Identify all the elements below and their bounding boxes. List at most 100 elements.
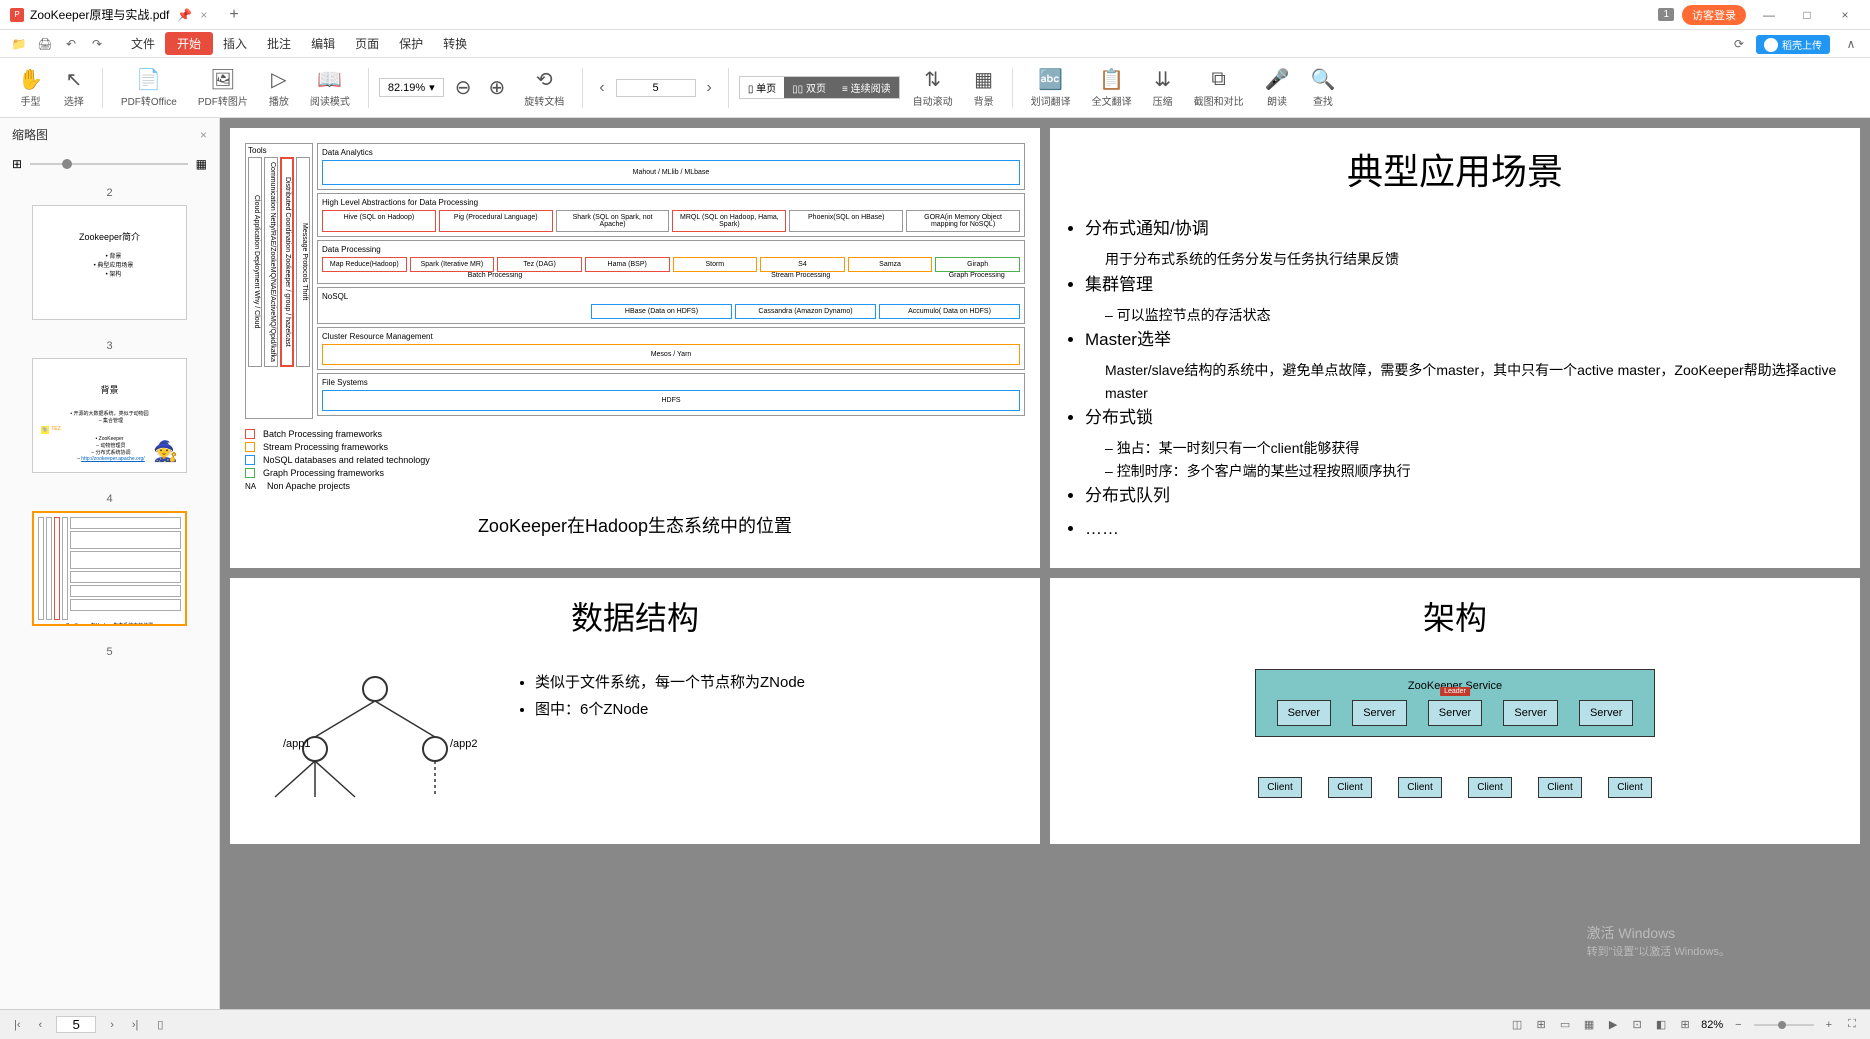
play-tool[interactable]: ▷ 播放 [261,67,297,108]
divider [1012,68,1013,108]
compress-icon: ⇊ [1154,67,1171,91]
thumbnail[interactable]: 背景 • 开源的大数据系统，类似于动物园 – 集合管理 🐘TEZ • ZooKe… [32,358,187,473]
word-translate-tool[interactable]: 🔤 划词翻译 [1023,67,1079,108]
next-page-icon[interactable]: › [106,1019,118,1031]
menu-protect[interactable]: 保护 [389,35,433,52]
menu-insert[interactable]: 插入 [213,35,257,52]
bookmark-icon[interactable]: ▯ [152,1017,168,1033]
double-page-btn[interactable]: ▯▯ 双页 [784,77,834,98]
fit-icon[interactable]: ⛶ [1844,1017,1860,1033]
minimize-icon[interactable]: — [1754,8,1784,22]
read-aloud-tool[interactable]: 🎤 朗读 [1257,67,1298,108]
read-mode-tool[interactable]: 📖 阅读模式 [302,67,358,108]
page-number-input[interactable] [616,79,696,97]
diag-box: Giraph [935,257,1020,272]
status-view-icon[interactable]: ▦ [1581,1017,1597,1033]
divider [102,68,103,108]
diag-box: MRQL (SQL on Hadoop, Hama, Spark) [672,210,786,232]
svg-text:/app2: /app2 [450,738,478,750]
zoom-in-icon[interactable]: + [1822,1019,1836,1031]
notification-badge[interactable]: 1 [1658,8,1674,21]
diag-box: GORA(in Memory Object mapping for NoSQL) [906,210,1020,232]
single-page-btn[interactable]: ▯ 单页 [740,77,784,98]
continuous-btn[interactable]: ≡ 连续阅读 [834,77,899,98]
folder-icon[interactable]: 📁 [10,35,28,53]
thumb-item[interactable]: 2 Zookeeper简介 • 背景• 典型应用场景• 架构 [10,187,209,320]
menu-file[interactable]: 文件 [121,35,165,52]
diag-box: Mesos / Yarn [322,344,1020,365]
close-sidebar-icon[interactable]: × [200,128,207,142]
thumb-size-slider[interactable] [30,163,188,165]
svg-text:/app1: /app1 [283,738,311,750]
status-view-icon[interactable]: ▭ [1557,1017,1573,1033]
thumbnail-selected[interactable]: ZooKeeper在Hadoop生态系统中的位置 [32,511,187,626]
diag-box: Shark (SQL on Spark, not Apache) [556,210,670,232]
menu-edit[interactable]: 编辑 [301,35,345,52]
next-page-icon[interactable]: › [701,79,718,97]
view-mode-toggle: ▯ 单页 ▯▯ 双页 ≡ 连续阅读 [739,76,900,99]
slider-thumb[interactable] [62,159,72,169]
zoom-out-icon[interactable]: ⊖ [449,76,478,100]
search-tool[interactable]: 🔍 查找 [1302,67,1343,108]
close-tab-icon[interactable]: × [200,8,207,22]
diag-box: Samza [848,257,933,272]
maximize-icon[interactable]: □ [1792,8,1822,22]
thumb-item[interactable]: 3 背景 • 开源的大数据系统，类似于动物园 – 集合管理 🐘TEZ • Zoo… [10,340,209,473]
page-viewport[interactable]: ✎ Tools Cloud Application Deployment Why… [220,118,1870,1009]
pin-icon[interactable]: 📌 [177,8,192,22]
grid-icon[interactable]: ⊞ [12,157,22,171]
background-tool[interactable]: ▦ 背景 [966,67,1002,108]
menu-start[interactable]: 开始 [165,32,213,55]
auto-scroll-tool[interactable]: ⇅ 自动滚动 [905,67,961,108]
page-caption: ZooKeeper在Hadoop生态系统中的位置 [478,512,792,538]
close-window-icon[interactable]: × [1830,8,1860,22]
last-page-icon[interactable]: ›| [128,1019,143,1031]
zoom-in-icon[interactable]: ⊕ [482,76,511,100]
status-view-icon[interactable]: ◫ [1509,1017,1525,1033]
rotate-tool[interactable]: ⟲ 旋转文档 [516,67,572,108]
diag-section: File SystemsHDFS [317,373,1025,416]
print-icon[interactable]: 🖨 [36,35,54,53]
diag-box: Hama (BSP) [585,257,670,272]
menu-page[interactable]: 页面 [345,35,389,52]
status-view-icon[interactable]: ▶ [1605,1017,1621,1033]
vert-col: Cloud Application Deployment Why / Cloud [248,157,262,367]
collapse-icon[interactable]: ∧ [1842,35,1860,53]
scenario-item: 分布式队列 [1085,482,1845,509]
upload-badge[interactable]: 稻壳上传 [1756,35,1830,54]
status-page-input[interactable] [56,1016,96,1033]
zoom-input[interactable]: 82.19% ▾ [379,78,444,97]
zoom-out-icon[interactable]: − [1731,1019,1745,1031]
zoom-slider[interactable] [1754,1024,1814,1026]
undo-icon[interactable]: ↶ [62,35,80,53]
add-tab-button[interactable]: + [217,6,250,24]
sync-icon[interactable]: ⟳ [1730,35,1748,53]
status-view-icon[interactable]: ◧ [1653,1017,1669,1033]
pdf-page-architecture: 架构 ZooKeeper Service ServerServerServerL… [1050,578,1860,844]
status-view-icon[interactable]: ⊞ [1677,1017,1693,1033]
thumbnail[interactable]: Zookeeper简介 • 背景• 典型应用场景• 架构 [32,205,187,320]
view-icon[interactable]: ▦ [196,157,207,171]
menu-annotate[interactable]: 批注 [257,35,301,52]
crop-compare-tool[interactable]: ⧉ 截图和对比 [1186,67,1252,108]
thumb-item[interactable]: 4 [10,493,209,626]
pdf-to-office[interactable]: 📄 PDF转Office [113,67,185,108]
first-page-icon[interactable]: |‹ [10,1019,25,1031]
menu-convert[interactable]: 转换 [433,35,477,52]
pdf-to-image[interactable]: 🖼 PDF转图片 [190,67,256,108]
compress-tool[interactable]: ⇊ 压缩 [1145,67,1181,108]
diag-box: Phoenix(SQL on HBase) [789,210,903,232]
thumb-item[interactable]: 5 [10,646,209,658]
hand-tool[interactable]: ✋ 手型 [10,67,51,108]
redo-icon[interactable]: ↷ [88,35,106,53]
select-tool[interactable]: ↖ 选择 [56,67,92,108]
status-view-icon[interactable]: ⊞ [1533,1017,1549,1033]
status-view-icon[interactable]: ⊡ [1629,1017,1645,1033]
prev-page-icon[interactable]: ‹ [593,79,610,97]
prev-page-icon[interactable]: ‹ [35,1019,47,1031]
full-translate-tool[interactable]: 📋 全文翻译 [1084,67,1140,108]
bg-icon: ▦ [974,67,993,91]
login-button[interactable]: 访客登录 [1682,5,1746,25]
rotate-icon: ⟲ [536,67,553,91]
document-tab[interactable]: P ZooKeeper原理与实战.pdf 📌 × [0,0,217,29]
